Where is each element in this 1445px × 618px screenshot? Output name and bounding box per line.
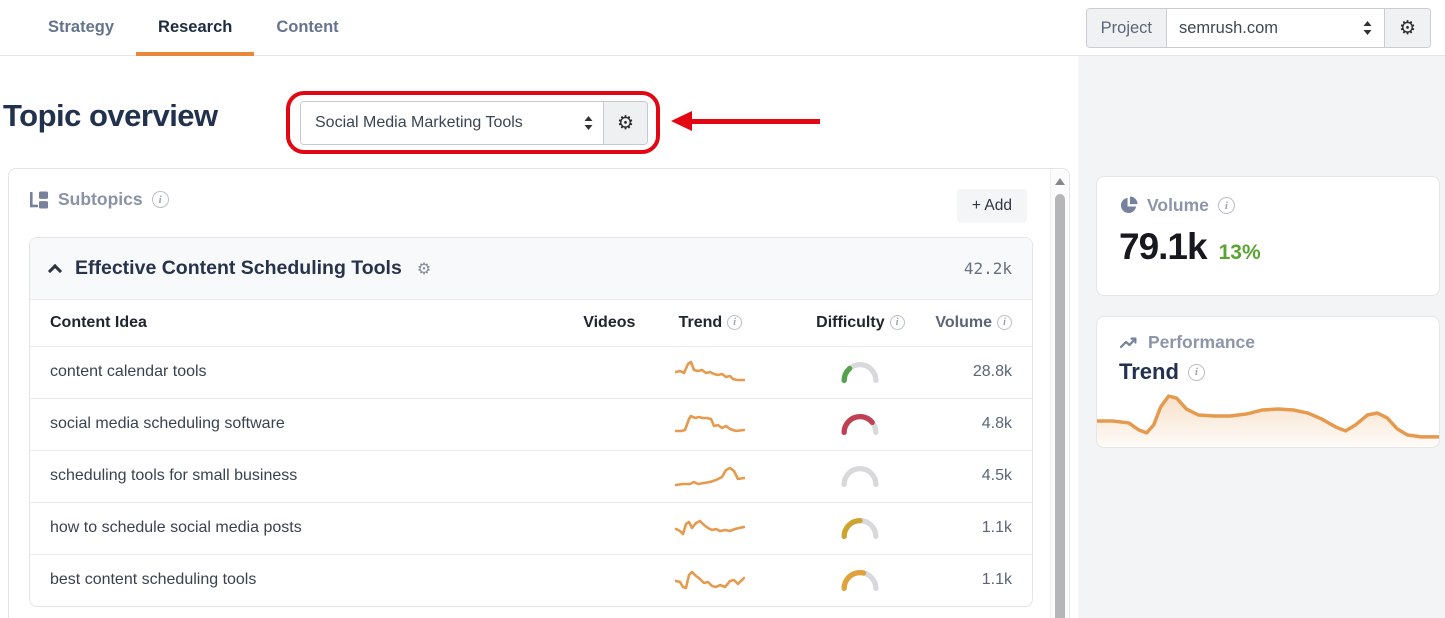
col-trend[interactable]: Trend [635,300,786,347]
chevron-up-icon[interactable] [47,263,63,279]
performance-card-header: Performance [1119,332,1417,353]
trend-sparkline [675,570,746,590]
topic-settings-button[interactable]: ⚙ [603,102,647,144]
top-nav-bar: Strategy Research Content Project semrus… [0,0,1445,56]
col-content-idea[interactable]: Content Idea [30,300,546,347]
col-volume[interactable]: Volume [935,300,1032,347]
col-trend-label: Trend [678,313,723,331]
gear-icon: ⚙ [616,111,635,134]
subtopic-total-volume: 42.2k [963,259,1012,278]
project-select[interactable]: semrush.com [1166,9,1384,47]
videos-cell [545,450,636,503]
col-volume-label: Volume [935,313,992,331]
col-difficulty-label: Difficulty [816,313,885,331]
content-idea-cell[interactable]: best content scheduling tools [50,571,257,589]
scroll-up-arrow-icon[interactable] [1055,178,1065,185]
table-body: content calendar tools 28.8k social medi… [30,346,1032,606]
videos-cell [545,502,636,555]
project-select-value: semrush.com [1179,18,1279,37]
tab-research[interactable]: Research [136,0,255,56]
gear-icon: ⚙ [1398,16,1417,39]
subtopic-card: Effective Content Scheduling Tools ⚙ 42.… [29,237,1033,607]
volume-card: Volume 79.1k 13% [1096,176,1440,296]
volume-change-badge: 13% [1218,241,1261,264]
difficulty-gauge [841,570,879,592]
volume-cell: 4.5k [935,450,1032,503]
videos-cell [545,346,636,399]
col-videos[interactable]: Videos [545,300,636,347]
table-row[interactable]: content calendar tools 28.8k [30,346,1032,399]
difficulty-gauge [841,465,879,487]
table-row[interactable]: scheduling tools for small business 4.5k [30,450,1032,503]
subtopic-title: Effective Content Scheduling Tools [75,257,402,279]
videos-cell [545,554,635,606]
difficulty-gauge [841,413,879,435]
performance-trend-title: Trend [1119,359,1179,384]
content-idea-cell[interactable]: scheduling tools for small business [30,450,546,503]
project-selector-group: Project semrush.com ⚙ [1085,8,1431,48]
annotation-arrow-head [671,111,692,131]
panel-scrollbar[interactable] [1050,170,1068,618]
table-row[interactable]: how to schedule social media posts 1.1k [30,502,1032,555]
gear-icon[interactable]: ⚙ [416,259,432,278]
nav-tabs: Strategy Research Content [0,0,1445,56]
difficulty-gauge [841,361,879,383]
info-icon[interactable] [997,315,1012,331]
up-down-arrows-icon [1363,21,1372,35]
project-label: Project [1086,9,1166,47]
difficulty-gauge [841,517,879,539]
volume-cell: 1.1k [935,502,1032,555]
annotation-arrow-shaft [692,119,820,124]
volume-value-row: 79.1k 13% [1119,226,1417,268]
info-icon[interactable] [1217,197,1235,214]
trend-sparkline [675,360,746,382]
table-row[interactable]: social media scheduling software 4.8k [30,398,1032,451]
project-settings-button[interactable]: ⚙ [1384,9,1430,47]
add-subtopic-button[interactable]: + Add [956,189,1027,223]
topic-selector-group: Social Media Marketing Tools ⚙ [300,101,648,145]
content-idea-cell[interactable]: content calendar tools [30,346,546,399]
tab-content[interactable]: Content [276,18,339,36]
content-idea-cell[interactable]: social media scheduling software [30,398,546,451]
videos-cell [545,398,636,451]
trend-up-icon [1119,337,1137,348]
topic-select-value: Social Media Marketing Tools [315,114,523,131]
volume-cell: 1.1k [981,571,1012,589]
table-header-row: Content Idea Videos Trend Difficulty Vol… [30,300,1032,347]
subtopics-panel: Subtopics + Add Effective Content Schedu… [8,168,1070,618]
tab-strategy[interactable]: Strategy [48,18,115,36]
volume-card-title: Volume [1147,195,1209,215]
table-row[interactable]: best content scheduling tools 1.1k [30,554,1032,606]
up-down-arrows-icon [584,116,593,130]
volume-cell: 4.8k [935,398,1032,451]
trend-sparkline [675,466,746,487]
page-title: Topic overview [3,98,218,133]
trend-sparkline [675,414,746,433]
topic-select[interactable]: Social Media Marketing Tools [301,102,603,144]
subtopic-card-header: Effective Content Scheduling Tools ⚙ 42.… [30,238,1032,300]
content-idea-cell[interactable]: how to schedule social media posts [30,502,546,555]
info-icon[interactable] [1187,363,1205,381]
subtopics-title: Subtopics [58,189,143,209]
tree-icon [30,191,48,208]
volume-cell: 28.8k [935,346,1032,399]
info-icon[interactable] [151,191,169,208]
content-ideas-table: Content Idea Videos Trend Difficulty Vol… [30,300,1032,606]
volume-card-header: Volume [1119,195,1417,216]
pie-chart-icon [1120,196,1138,214]
scrollbar-thumb[interactable] [1054,194,1065,618]
col-difficulty[interactable]: Difficulty [785,300,936,347]
subtopics-header: Subtopics [29,189,169,210]
info-icon[interactable] [727,315,743,331]
performance-card: Performance Trend [1096,316,1440,448]
info-icon[interactable] [889,315,905,331]
trend-sparkline [675,519,746,536]
performance-trend-chart [1097,394,1439,447]
volume-value: 79.1k [1119,226,1208,267]
performance-card-title: Performance [1148,332,1255,352]
